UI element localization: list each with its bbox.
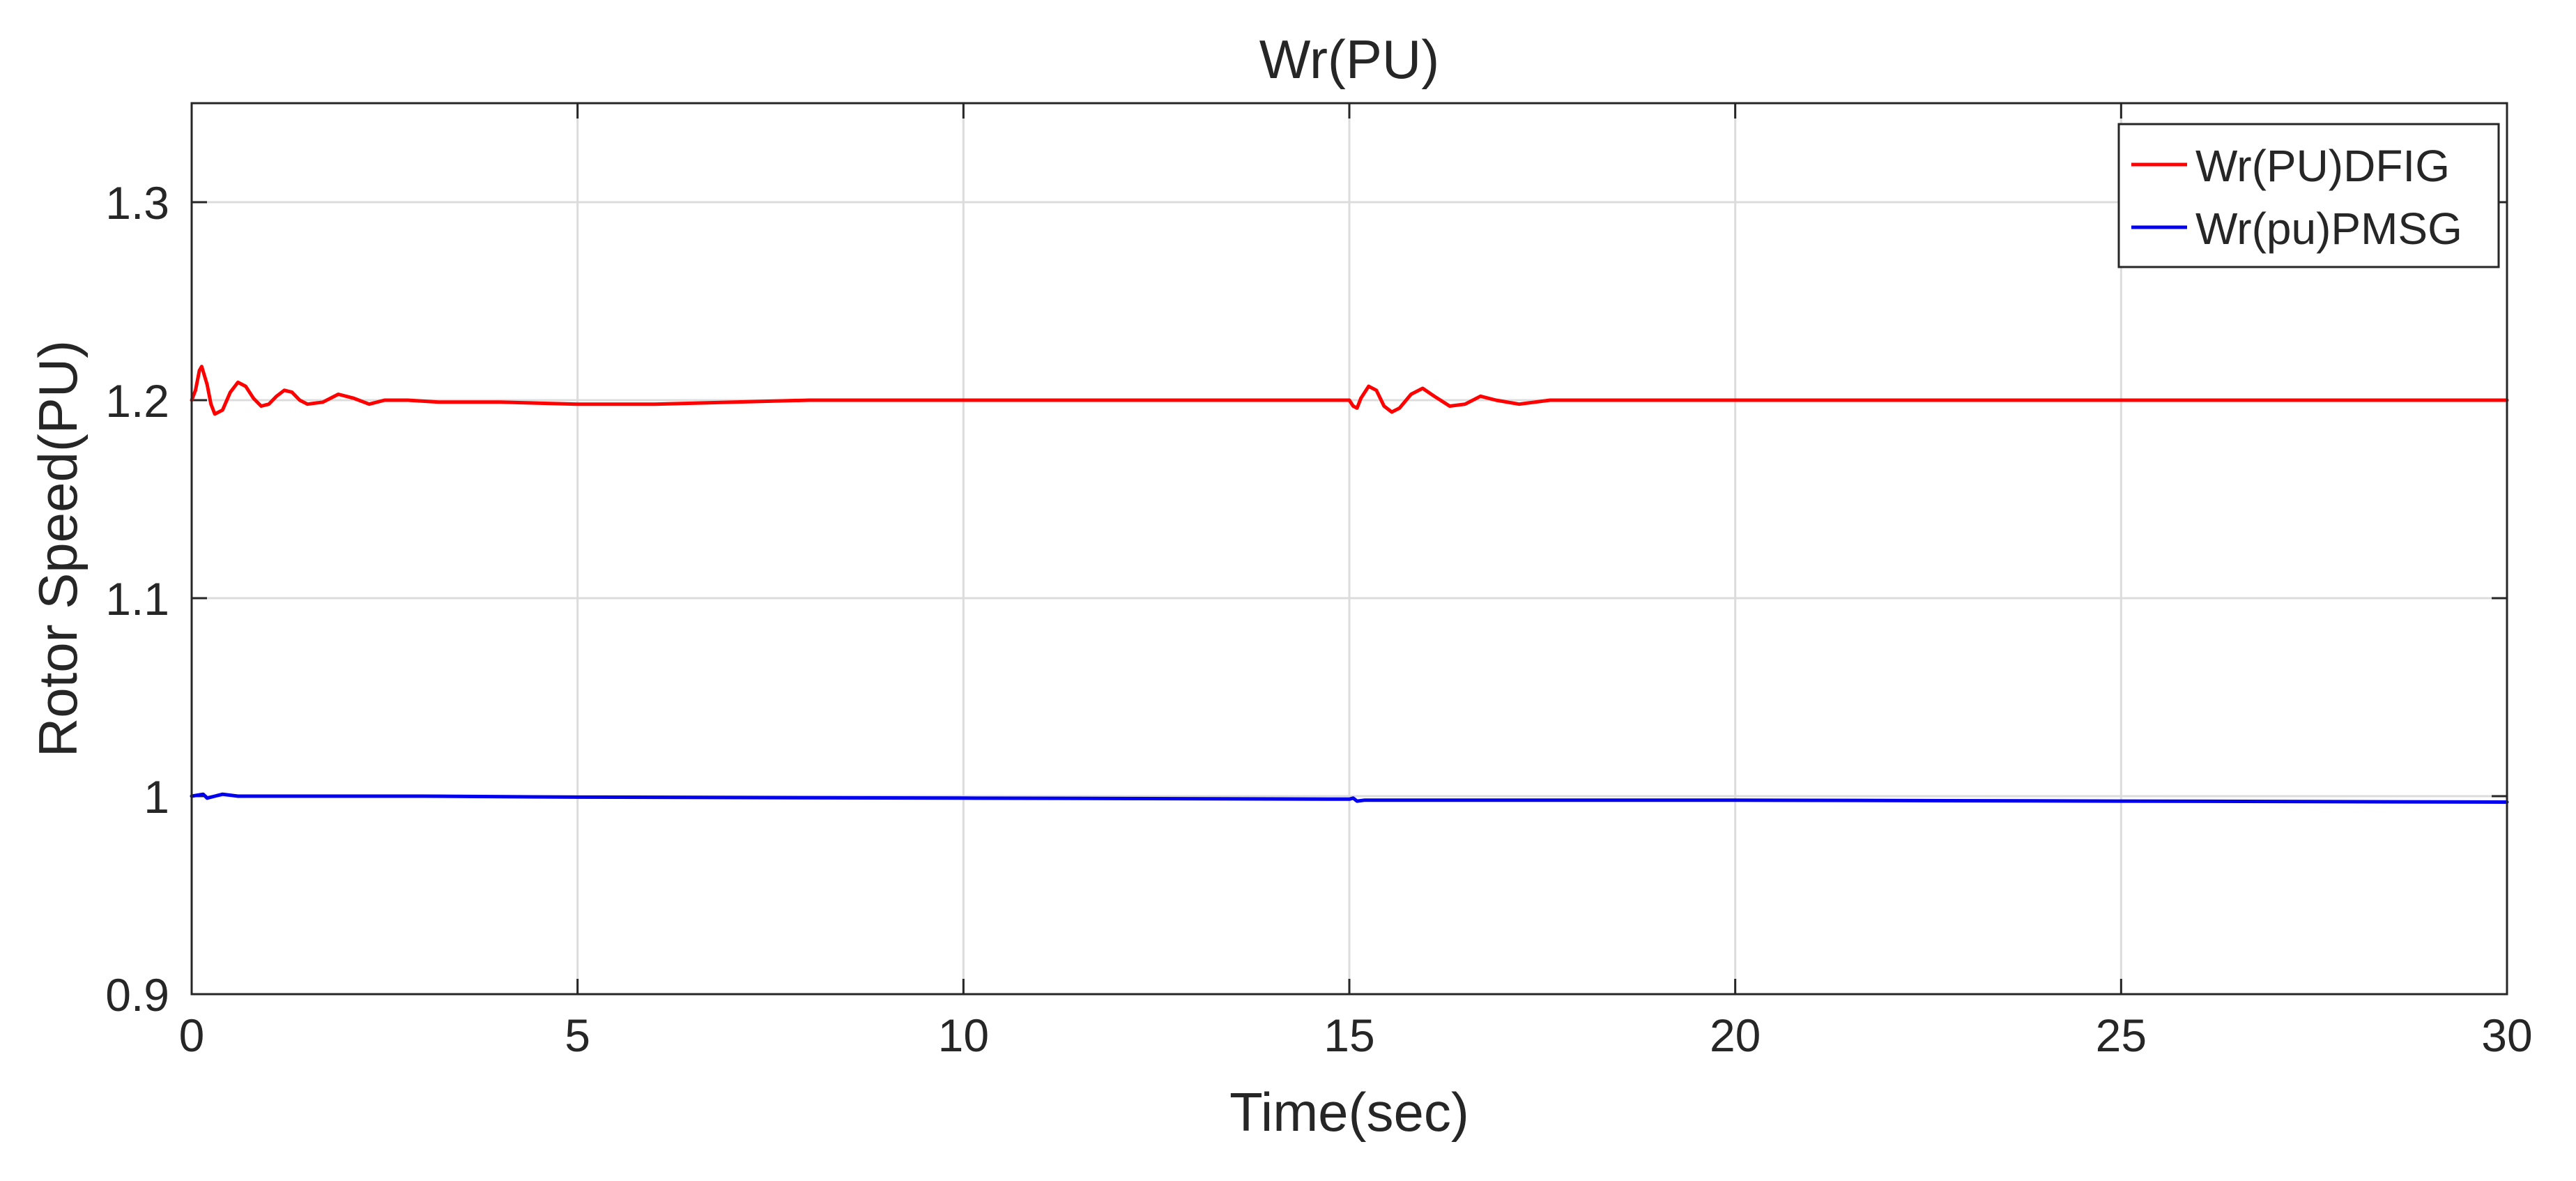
- legend-label: Wr(pu)PMSG: [2195, 204, 2462, 254]
- series-line-dfig: [190, 365, 2509, 416]
- x-tick-label: 10: [938, 1009, 989, 1061]
- y-tick-label: 1: [144, 771, 169, 823]
- y-tick-label: 1.2: [105, 375, 169, 427]
- legend: Wr(PU)DFIG Wr(pu)PMSG: [2117, 123, 2500, 268]
- axes-box: [190, 102, 2508, 996]
- x-tick-label: 5: [565, 1009, 590, 1061]
- chart-title: Wr(PU): [1259, 29, 1440, 90]
- y-tick-label: 1.1: [105, 573, 169, 625]
- y-axis-label: Rotor Speed(PU): [27, 340, 89, 757]
- legend-box: [2117, 123, 2500, 268]
- x-tick-label: 20: [1710, 1009, 1761, 1061]
- series-line-pmsg: [190, 792, 2509, 804]
- x-tick-label: 25: [2096, 1009, 2147, 1061]
- x-tick-label: 30: [2481, 1009, 2532, 1061]
- x-tick-label: 0: [179, 1009, 205, 1061]
- y-tick-label: 1.3: [105, 177, 169, 229]
- y-tick-label: 0.9: [105, 969, 169, 1021]
- legend-label: Wr(PU)DFIG: [2195, 141, 2450, 191]
- x-tick-label: 15: [1324, 1009, 1374, 1061]
- x-axis-label: Time(sec): [1229, 1081, 1469, 1143]
